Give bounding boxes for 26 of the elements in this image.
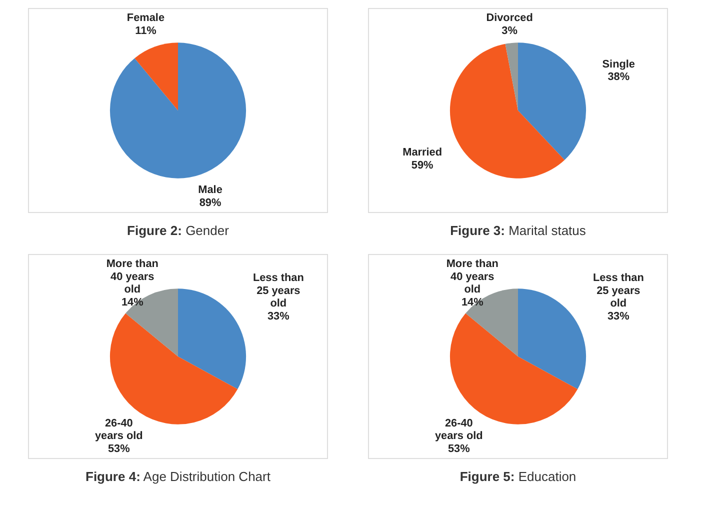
slice-label: Less than 25 years old <box>592 272 644 310</box>
data-label: 59% <box>411 160 434 172</box>
slice-label: Female <box>126 12 165 24</box>
slice-label: More than 40 years old <box>106 258 158 296</box>
slice-label: More than 40 years old <box>446 258 498 296</box>
data-label: 33% <box>607 310 630 323</box>
text: Figure 4: Age Distribution Chart <box>86 469 270 484</box>
data-label: 11% <box>135 24 157 37</box>
data-label: 53% <box>448 443 470 456</box>
slice-label: 26-40 years old <box>434 417 483 442</box>
slice-label: Less than 25 years old <box>252 272 304 310</box>
data-label: 3% <box>502 24 518 37</box>
text: Figure 3: Marital status <box>450 223 586 238</box>
data-label: 53% <box>108 443 130 456</box>
text: Figure 5: Education <box>460 469 576 484</box>
data-label: 14% <box>461 296 484 309</box>
data-label: 14% <box>121 296 144 309</box>
slice-label: Male <box>198 184 222 196</box>
slice-label: Single <box>602 58 635 70</box>
slice-label: Married <box>402 146 442 159</box>
text: Figure 2: Gender <box>127 223 229 238</box>
data-label: 33% <box>267 310 290 323</box>
data-label: 38% <box>608 71 630 84</box>
slice-label: Divorced <box>486 12 533 24</box>
slice-label: 26-40 years old <box>94 417 143 442</box>
data-label: 89% <box>199 197 222 210</box>
